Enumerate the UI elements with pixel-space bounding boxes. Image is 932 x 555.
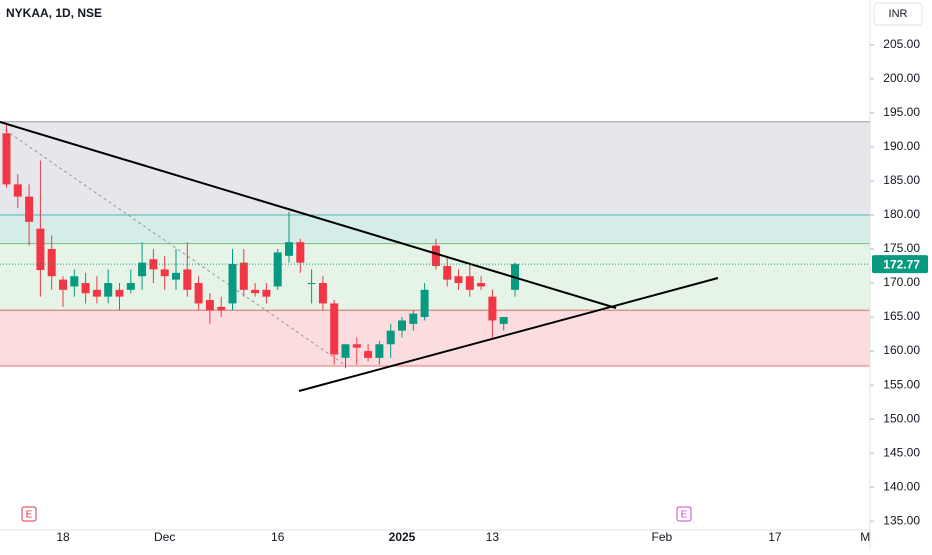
candle-body [25,196,34,222]
candle-body [431,245,440,267]
y-tick-label: 140.00 [883,479,920,493]
y-tick-label: 205.00 [883,37,920,51]
x-tick-label: 18 [56,530,70,544]
y-tick-label: 160.00 [883,343,920,357]
candle-body [375,344,384,358]
y-tick-label: 195.00 [883,105,920,119]
y-tick-label: 175.00 [883,241,920,255]
candle-body [296,242,305,263]
x-tick-label: 17 [768,530,782,544]
candle-body [13,184,22,197]
candle-body [330,303,339,355]
candle-body [488,296,497,321]
candle-body [115,289,124,297]
candle-body [172,272,180,280]
candle-body [92,289,101,297]
last-price-box [872,255,928,274]
candle-body [2,133,11,185]
candle-body [59,279,67,290]
candle-body [70,276,79,287]
candle-body [251,289,260,294]
currency-box[interactable] [873,2,923,26]
trend-line [298,277,719,392]
event-marker[interactable] [676,506,692,522]
x-tick-label: 16 [271,530,285,544]
x-tick-label: Dec [154,530,175,544]
symbol-title: NYKAA, 1D, NSE [6,6,102,20]
candle-body [183,269,192,290]
candle-body [318,283,327,304]
zone [0,121,870,215]
last-price-label: 172.77 [883,257,920,271]
x-tick-label: M [860,530,870,544]
candle-body [499,317,508,324]
x-tick-label: 2025 [389,530,416,544]
y-tick-label: 180.00 [883,207,920,221]
candle-body [454,276,463,284]
y-tick-label: 185.00 [883,173,920,187]
x-tick-label: Feb [652,530,673,544]
candle-body [307,283,316,285]
candle-body [341,344,350,358]
candle-body [420,289,429,318]
zone [0,214,870,244]
y-tick-label: 135.00 [883,513,920,527]
candle-body [126,283,135,290]
candle-body [217,306,226,311]
trend-line [0,121,617,309]
y-tick-label: 150.00 [883,411,920,425]
candle-body [352,344,361,348]
candle-body [465,276,474,290]
event-label[interactable]: E [681,510,688,521]
candle-body [47,249,56,277]
candle-body [239,262,248,290]
y-tick-label: 145.00 [883,445,920,459]
candle-body [104,283,113,297]
y-tick-label: 165.00 [883,309,920,323]
candle-body [386,330,395,345]
y-tick-label: 155.00 [883,377,920,391]
candle-body [194,283,203,304]
candle-body [364,351,373,358]
candle-body [409,313,418,324]
candle-body [262,289,271,297]
candle-body [205,300,214,311]
x-tick-label: 13 [486,530,500,544]
zone [0,310,870,367]
candle-body [285,242,293,256]
y-tick-label: 190.00 [883,139,920,153]
y-tick-label: 170.00 [883,275,920,289]
candle-body [36,228,45,271]
candle-body [228,263,237,304]
currency[interactable]: INR [889,8,908,20]
y-tick-label: 200.00 [883,71,920,85]
candle-body [273,252,282,287]
candle-body [443,266,452,280]
event-label[interactable]: E [26,510,33,521]
candle-body [138,262,147,277]
candle-body [81,283,90,294]
candle-body [398,320,406,331]
event-marker[interactable] [21,506,37,522]
dashed-trend [4,129,346,366]
candle-body [160,269,169,277]
candle-body [477,283,486,287]
